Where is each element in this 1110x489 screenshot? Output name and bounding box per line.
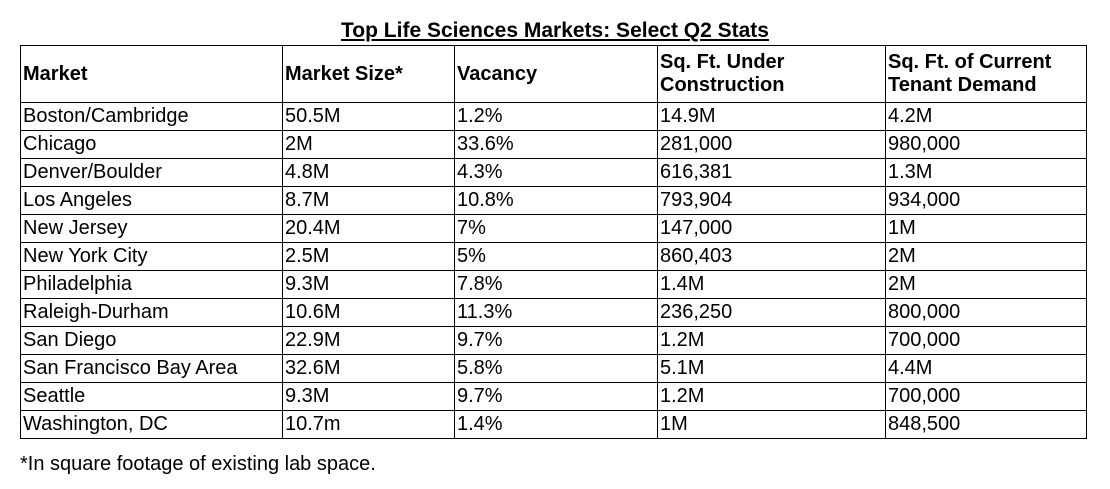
cell-under-construction: 281,000 <box>657 130 886 159</box>
cell-tenant-demand: 800,000 <box>885 298 1087 327</box>
table-row: New Jersey 20.4M 7% 147,000 1M <box>20 214 1087 243</box>
cell-tenant-demand: 980,000 <box>885 130 1087 159</box>
table-row: Boston/Cambridge 50.5M 1.2% 14.9M 4.2M <box>20 102 1087 131</box>
cell-under-construction: 860,403 <box>657 242 886 271</box>
table-row: San Diego 22.9M 9.7% 1.2M 700,000 <box>20 326 1087 355</box>
table-row: Raleigh-Durham 10.6M 11.3% 236,250 800,0… <box>20 298 1087 327</box>
table-row: New York City 2.5M 5% 860,403 2M <box>20 242 1087 271</box>
table-row: Seattle 9.3M 9.7% 1.2M 700,000 <box>20 382 1087 411</box>
cell-market-size: 20.4M <box>282 214 455 243</box>
cell-market: Philadelphia <box>20 270 283 299</box>
cell-market-size: 10.6M <box>282 298 455 327</box>
cell-under-construction: 793,904 <box>657 186 886 215</box>
cell-under-construction: 5.1M <box>657 354 886 383</box>
cell-tenant-demand: 1M <box>885 214 1087 243</box>
cell-market-size: 8.7M <box>282 186 455 215</box>
cell-market: Seattle <box>20 382 283 411</box>
cell-tenant-demand: 848,500 <box>885 410 1087 439</box>
footnote: *In square footage of existing lab space… <box>20 453 376 475</box>
cell-vacancy: 33.6% <box>454 130 658 159</box>
cell-market: New Jersey <box>20 214 283 243</box>
cell-under-construction: 1.4M <box>657 270 886 299</box>
cell-market-size: 4.8M <box>282 158 455 187</box>
cell-market: Chicago <box>20 130 283 159</box>
cell-vacancy: 9.7% <box>454 382 658 411</box>
cell-vacancy: 1.4% <box>454 410 658 439</box>
cell-tenant-demand: 2M <box>885 270 1087 299</box>
cell-market: Washington, DC <box>20 410 283 439</box>
life-sciences-markets-table: Market Market Size* Vacancy Sq. Ft. Unde… <box>20 45 1087 439</box>
cell-market-size: 9.3M <box>282 382 455 411</box>
cell-market: New York City <box>20 242 283 271</box>
cell-tenant-demand: 2M <box>885 242 1087 271</box>
table-row: Washington, DC 10.7m 1.4% 1M 848,500 <box>20 410 1087 439</box>
header-row: Market Market Size* Vacancy Sq. Ft. Unde… <box>20 45 1087 103</box>
header-under-construction: Sq. Ft. Under Construction <box>657 45 886 103</box>
cell-market-size: 22.9M <box>282 326 455 355</box>
cell-market-size: 9.3M <box>282 270 455 299</box>
cell-under-construction: 1.2M <box>657 326 886 355</box>
cell-under-construction: 14.9M <box>657 102 886 131</box>
cell-market: San Diego <box>20 326 283 355</box>
cell-vacancy: 7.8% <box>454 270 658 299</box>
table-row: Los Angeles 8.7M 10.8% 793,904 934,000 <box>20 186 1087 215</box>
header-tenant-demand: Sq. Ft. of Current Tenant Demand <box>885 45 1087 103</box>
cell-vacancy: 9.7% <box>454 326 658 355</box>
cell-market: San Francisco Bay Area <box>20 354 283 383</box>
cell-vacancy: 7% <box>454 214 658 243</box>
cell-market-size: 2M <box>282 130 455 159</box>
cell-under-construction: 236,250 <box>657 298 886 327</box>
cell-tenant-demand: 1.3M <box>885 158 1087 187</box>
table-header: Market Market Size* Vacancy Sq. Ft. Unde… <box>20 45 1087 103</box>
cell-tenant-demand: 934,000 <box>885 186 1087 215</box>
table-body: Boston/Cambridge 50.5M 1.2% 14.9M 4.2M C… <box>20 102 1087 439</box>
cell-market: Denver/Boulder <box>20 158 283 187</box>
table-row: Philadelphia 9.3M 7.8% 1.4M 2M <box>20 270 1087 299</box>
cell-market-size: 32.6M <box>282 354 455 383</box>
cell-under-construction: 1M <box>657 410 886 439</box>
cell-vacancy: 11.3% <box>454 298 658 327</box>
table-row: Chicago 2M 33.6% 281,000 980,000 <box>20 130 1087 159</box>
cell-tenant-demand: 4.2M <box>885 102 1087 131</box>
cell-market-size: 2.5M <box>282 242 455 271</box>
cell-vacancy: 5.8% <box>454 354 658 383</box>
cell-market-size: 10.7m <box>282 410 455 439</box>
cell-tenant-demand: 700,000 <box>885 382 1087 411</box>
cell-tenant-demand: 4.4M <box>885 354 1087 383</box>
table-title: Top Life Sciences Markets: Select Q2 Sta… <box>0 18 1110 44</box>
cell-market: Los Angeles <box>20 186 283 215</box>
table-title-text: Top Life Sciences Markets: Select Q2 Sta… <box>341 19 769 42</box>
header-vacancy: Vacancy <box>454 45 658 103</box>
table-row: Denver/Boulder 4.8M 4.3% 616,381 1.3M <box>20 158 1087 187</box>
header-market-size: Market Size* <box>282 45 455 103</box>
cell-under-construction: 616,381 <box>657 158 886 187</box>
cell-under-construction: 147,000 <box>657 214 886 243</box>
table-row: San Francisco Bay Area 32.6M 5.8% 5.1M 4… <box>20 354 1087 383</box>
cell-vacancy: 4.3% <box>454 158 658 187</box>
cell-vacancy: 1.2% <box>454 102 658 131</box>
cell-market: Raleigh-Durham <box>20 298 283 327</box>
header-market: Market <box>20 45 283 103</box>
cell-vacancy: 5% <box>454 242 658 271</box>
cell-tenant-demand: 700,000 <box>885 326 1087 355</box>
cell-market-size: 50.5M <box>282 102 455 131</box>
cell-vacancy: 10.8% <box>454 186 658 215</box>
cell-under-construction: 1.2M <box>657 382 886 411</box>
cell-market: Boston/Cambridge <box>20 102 283 131</box>
